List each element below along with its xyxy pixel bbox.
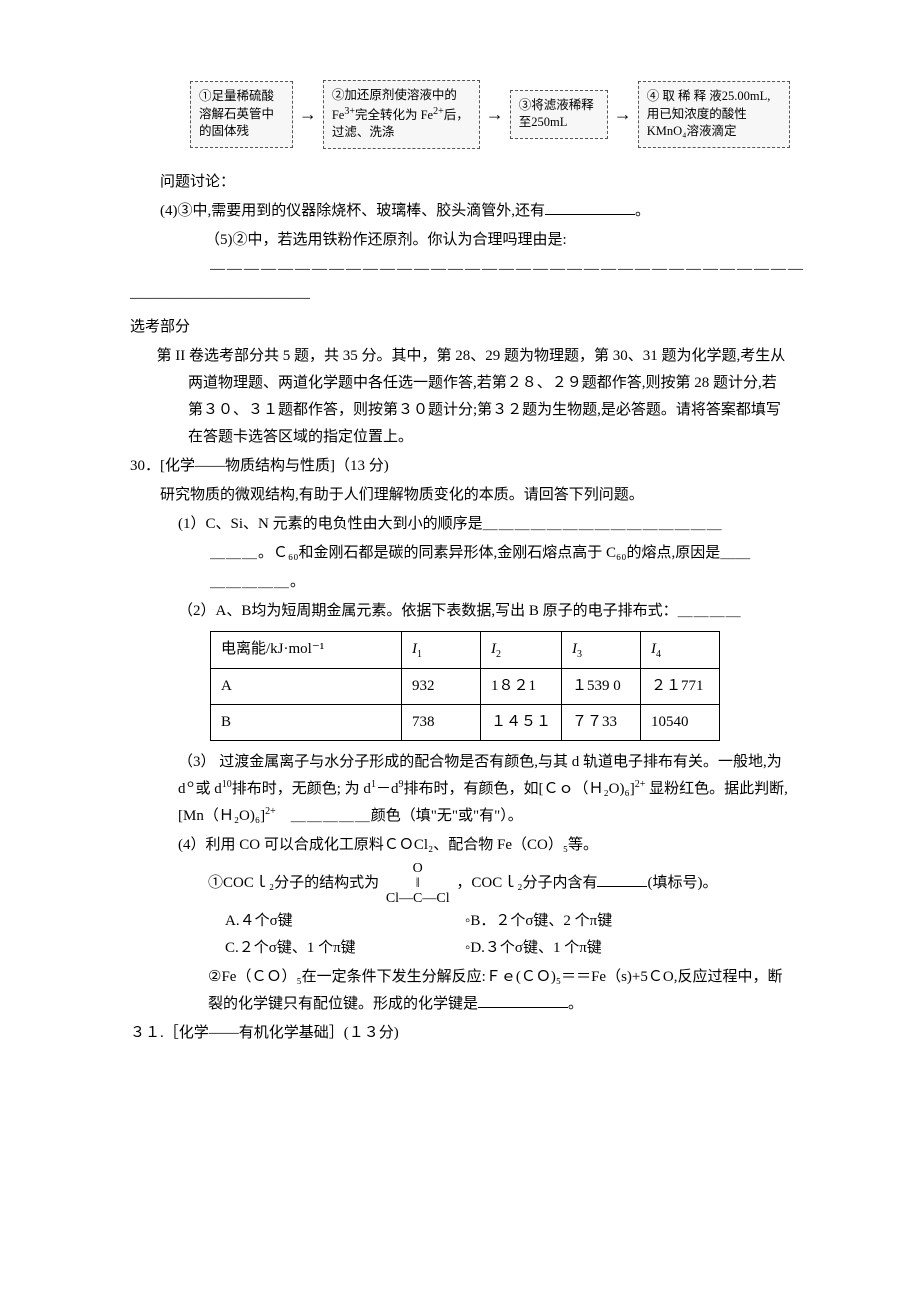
section-intro: 第 II 卷选考部分共 5 题，共 35 分。其中，第 28、29 题为物理题，… (158, 343, 790, 451)
arrow-icon: → (608, 98, 638, 130)
ionization-table: 电离能/kJ·mol⁻¹ I1 I2 I3 I4 A 932 1８２1 １539… (210, 631, 720, 741)
q30-lead: 研究物质的微观结构,有助于人们理解物质变化的本质。请回答下列问题。 (160, 482, 790, 509)
q30-4: (4）利用 CO 可以合成化工原料ＣＯCl₂、配合物 Fe（CO）₅等。 (178, 832, 790, 859)
flow-box-4: ④ 取 稀 释 液25.00mL,用已知浓度的酸性 KMnO₄溶液滴定 (638, 81, 790, 148)
table-row: B 738 １４５１ ７７33 10540 (211, 704, 720, 740)
arrow-icon: → (293, 98, 323, 130)
option-b: ◦B．２个σ键、2 个π键 (465, 908, 612, 935)
option-row-2: C.２个σ键、1 个π键 ◦D.３个σ键、1 个π键 (225, 935, 790, 962)
table-col-i2: I2 (481, 631, 562, 668)
question-5: （5)②中，若选用铁粉作还原剂。你认为合理吗理由是: (205, 227, 790, 254)
section-heading: 选考部分 (130, 314, 790, 341)
table-header: 电离能/kJ·mol⁻¹ (211, 631, 402, 668)
discuss-heading: 问题讨论： (160, 169, 790, 196)
flow-box-2: ②加还原剂使溶液中的 Fe3+完全转化为 Fe2+后，过滤、洗涤 (323, 80, 480, 149)
option-row-1: A.４个σ键 ◦B．２个σ键、2 个π键 (225, 908, 790, 935)
arrow-icon: → (480, 98, 510, 130)
option-d: ◦D.３个σ键、1 个π键 (465, 935, 602, 962)
table-col-i4: I4 (641, 631, 720, 668)
q30-1: (1）C、Si、N 元素的电负性由大到小的顺序是＿＿＿＿＿＿＿＿＿＿＿＿＿＿＿ (178, 511, 790, 538)
lewis-structure: O‖ Cl—C—Cl (386, 861, 450, 906)
flow-chart: ①足量稀硫酸溶解石英管中的固体残 → ②加还原剂使溶液中的 Fe3+完全转化为 … (190, 80, 790, 149)
q31-title: ３１.［化学——有机化学基础］(１３分) (130, 1020, 790, 1047)
question-4: (4)③中,需要用到的仪器除烧杯、玻璃棒、胶头滴管外,还有。 (160, 198, 790, 225)
blank-line-short: ———————————— (130, 285, 790, 312)
q30-1b: ＿＿＿。Ｃ₆₀和金刚石都是碳的同素异形体,金刚石熔点高于 C₆₀的熔点,原因是＿… (210, 540, 790, 567)
table-col-i3: I3 (562, 631, 641, 668)
table-col-i1: I1 (402, 631, 481, 668)
blank-line-long: ——————————————————————————————————— (210, 256, 790, 283)
flow-box-3: ③将滤液稀释至250mL (510, 90, 608, 139)
q30-4-1: ①COCｌ₂分子的结构式为 O‖ Cl—C—Cl ，COCｌ₂分子内含有(填标号… (208, 861, 790, 906)
q30-1c: ＿＿＿＿＿。 (210, 569, 790, 596)
q30-4-2: ②Fe（ＣＯ）₅在一定条件下发生分解反应:Ｆｅ(ＣＯ)₅＝＝Fe（s)+5ＣO,… (208, 964, 790, 1018)
option-a: A.４个σ键 (225, 908, 465, 935)
flow-box-1: ①足量稀硫酸溶解石英管中的固体残 (190, 81, 293, 148)
q30-2: （2）A、B均为短周期金属元素。依据下表数据,写出 B 原子的电子排布式：＿＿＿… (178, 598, 790, 625)
q30-title: 30．[化学——物质结构与性质]（13 分) (130, 453, 790, 480)
q30-3: （3） 过渡金属离子与水分子形成的配合物是否有颜色,与其 d 轨道电子排布有关。… (178, 749, 790, 830)
option-c: C.２个σ键、1 个π键 (225, 935, 465, 962)
table-row: A 932 1８２1 １539 0 ２１771 (211, 668, 720, 704)
